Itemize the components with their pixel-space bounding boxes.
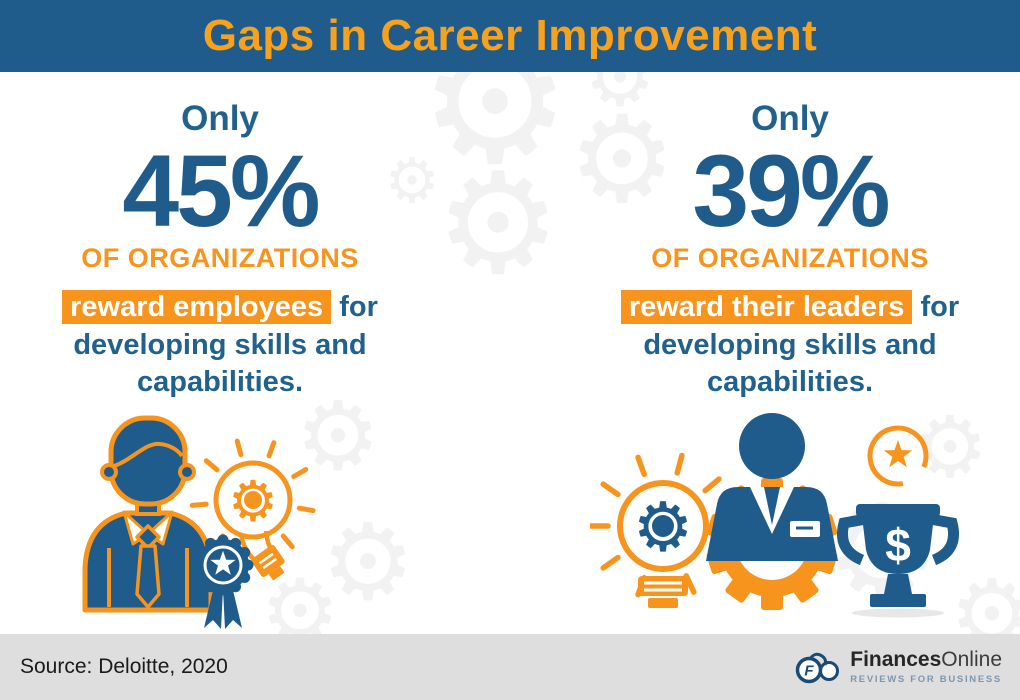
stat-column-leaders: Only 39% OF ORGANIZATIONS reward their l…: [570, 72, 1010, 644]
brand-name-bold: Finances: [850, 648, 942, 672]
header-bar: Gaps in Career Improvement: [0, 0, 1020, 72]
brand-logo: F FinancesOnline REVIEWS FOR BUSINESS: [795, 648, 1002, 686]
award-ribbon-icon: [192, 534, 254, 630]
lightbulb-gear-icon: ⚙: [189, 438, 316, 581]
highlighted-text: reward employees: [62, 290, 332, 324]
brand-name: FinancesOnline: [850, 649, 1002, 671]
stat-description: reward their leaders for developing skil…: [570, 289, 1010, 402]
leader-icon: [706, 413, 838, 562]
brand-tagline: REVIEWS FOR BUSINESS: [850, 673, 1002, 685]
stat-description-line2: developing skills and: [73, 328, 367, 361]
stat-column-employees: Only 45% OF ORGANIZATIONS reward employe…: [0, 72, 440, 640]
employee-illustration: ⚙: [82, 415, 316, 630]
logo-letter: F: [805, 663, 815, 680]
source-note: Source: Deloitte, 2020: [20, 655, 228, 678]
stat-description-line3: capabilities.: [706, 366, 873, 399]
highlighted-text: reward their leaders: [620, 290, 913, 324]
brand-text: FinancesOnline REVIEWS FOR BUSINESS: [850, 649, 1002, 684]
stat-description-line3: capabilities.: [136, 366, 303, 399]
stat-value: 45%: [122, 134, 320, 248]
background-gear-icon: ⚙: [295, 381, 381, 492]
background-gear-icon: ⚙: [384, 143, 440, 217]
employee-icon: [82, 415, 214, 613]
background-gear-icon: ⚙: [568, 91, 676, 230]
dollar-sign: $: [885, 519, 911, 571]
stat-description: reward employees for developing skills a…: [0, 289, 440, 402]
star-badge-icon: [867, 425, 929, 487]
leader-illustration: ⚙: [590, 413, 959, 618]
page-title: Gaps in Career Improvement: [202, 11, 818, 60]
stat-value: 39%: [692, 134, 890, 248]
trophy-icon: $: [837, 504, 959, 618]
brand-name-light: Online: [941, 648, 1002, 672]
stat-subject: OF ORGANIZATIONS: [651, 243, 929, 273]
stat-description-line1: reward employees for: [0, 289, 440, 327]
lightbulb-gear-icon: ⚙: [590, 452, 729, 609]
financesonline-cloud-icon: F: [796, 652, 840, 684]
stat-description-text: for: [331, 291, 378, 323]
stat-subject: OF ORGANIZATIONS: [81, 243, 359, 273]
footer-bar: Source: Deloitte, 2020 F FinancesOnline …: [0, 634, 1020, 700]
stat-intro: Only: [181, 99, 259, 138]
stat-description-line2: developing skills and: [643, 328, 937, 361]
background-gear-icon: ⚙: [320, 501, 416, 624]
stat-description-text: for: [912, 291, 960, 323]
stat-intro: Only: [751, 99, 829, 138]
stat-description-line1: reward their leaders for: [570, 289, 1010, 327]
bulb-base: [638, 576, 688, 609]
background-gear-icon: ⚙: [435, 143, 561, 306]
bulb-base: [251, 545, 285, 581]
